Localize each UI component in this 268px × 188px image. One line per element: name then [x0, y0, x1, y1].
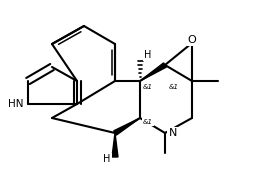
Text: &1: &1	[143, 84, 153, 90]
Text: H: H	[144, 50, 152, 60]
Text: &1: &1	[143, 119, 153, 125]
Text: N: N	[169, 128, 177, 138]
Polygon shape	[112, 133, 118, 157]
Text: H: H	[103, 154, 111, 164]
Text: HN: HN	[8, 99, 24, 109]
Text: &1: &1	[169, 84, 179, 90]
Polygon shape	[114, 118, 140, 135]
Polygon shape	[140, 63, 166, 81]
Text: O: O	[188, 35, 196, 45]
